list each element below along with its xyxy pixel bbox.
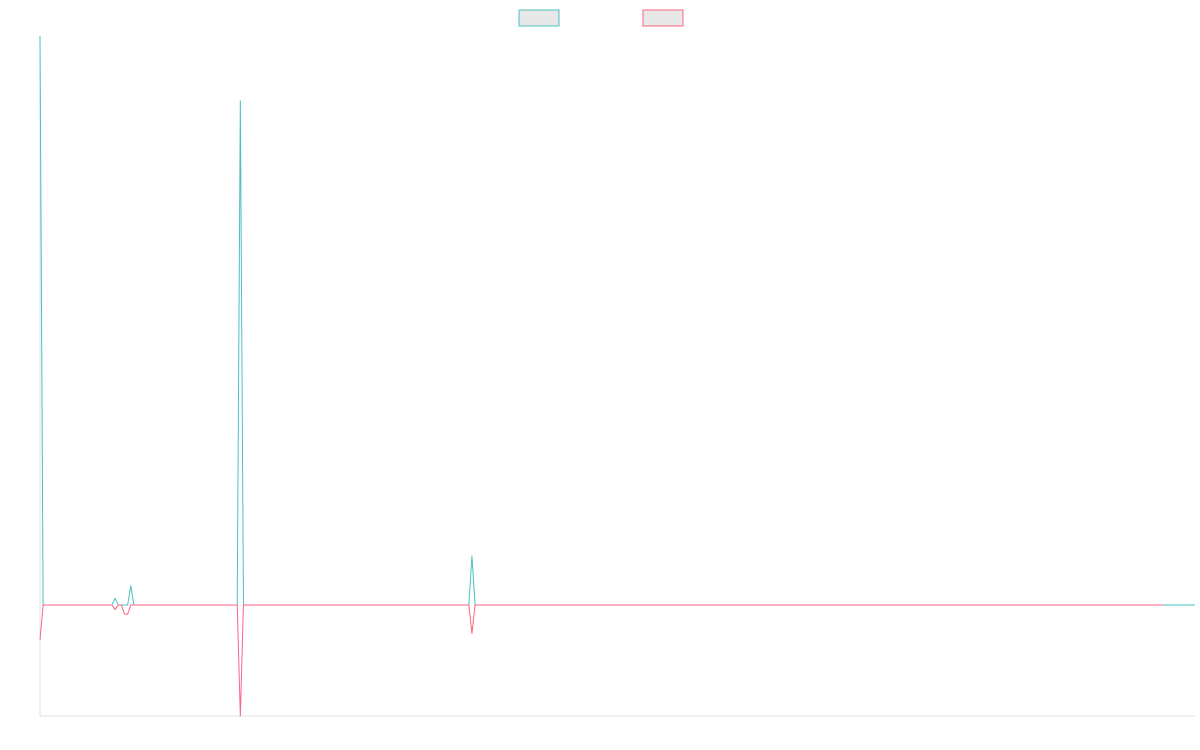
legend-item-2[interactable] (642, 9, 684, 27)
series-1-line (39, 35, 1195, 606)
legend-item-1[interactable] (518, 9, 560, 27)
legend-swatch-2 (642, 9, 684, 27)
legend-swatch-1 (518, 9, 560, 27)
series-2-line (39, 604, 1164, 717)
